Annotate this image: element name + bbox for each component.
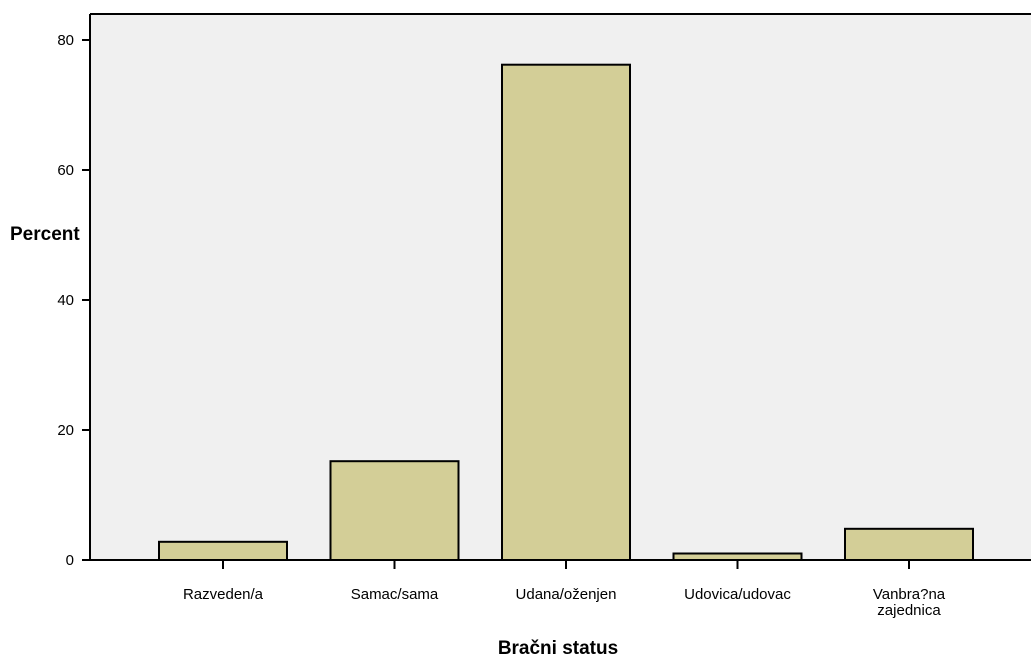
y-tick-label-40: 40 [57,292,74,309]
x-tick-label-0: Razveden/a [183,586,264,603]
x-tick-label-1: Samac/sama [351,586,439,603]
x-tick-label-2: Udana/oženjen [516,586,617,603]
bar-1 [329,460,460,562]
x-axis-title: Bračni status [498,638,618,659]
x-tick-label-4: Vanbra?na zajednica [873,586,946,619]
y-tick-label-0: 0 [66,552,74,569]
y-tick-label-80: 80 [57,32,74,49]
bars-group [158,63,974,562]
y-axis-title: Percent [10,224,80,245]
bar-4 [844,527,974,561]
axes-group: 0 20 40 60 80 Razveden/a Samac/sama Udana/oženj… [57,13,1031,619]
bar-2 [501,63,631,561]
bar-0 [158,540,288,561]
x-tick-label-3: Udovica/udovac [684,586,791,603]
y-tick-label-60: 60 [57,162,74,179]
y-tick-label-20: 20 [57,422,74,439]
